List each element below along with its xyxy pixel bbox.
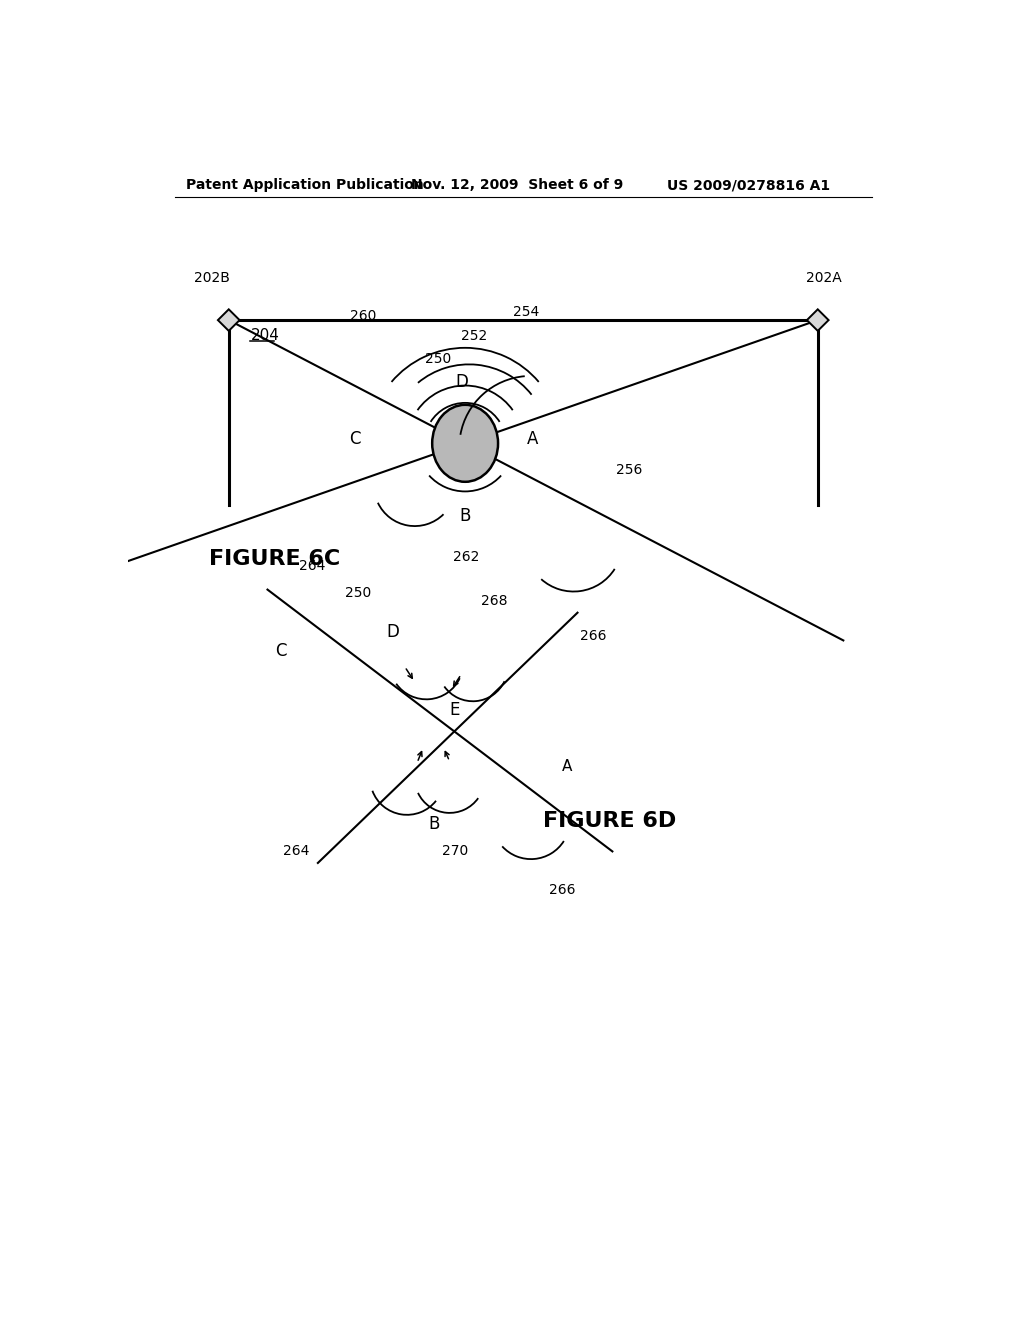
Text: A: A	[562, 759, 572, 775]
Ellipse shape	[432, 405, 498, 482]
Text: 204: 204	[251, 327, 280, 343]
Text: 264: 264	[283, 845, 309, 858]
Text: Patent Application Publication: Patent Application Publication	[186, 178, 424, 193]
Text: 268: 268	[480, 594, 507, 609]
Text: 250: 250	[425, 351, 452, 366]
Text: 252: 252	[461, 329, 487, 342]
Polygon shape	[807, 309, 828, 331]
Text: FIGURE 6C: FIGURE 6C	[209, 549, 341, 569]
Text: 250: 250	[345, 586, 372, 601]
Text: 202A: 202A	[806, 271, 842, 285]
Text: 262: 262	[454, 550, 480, 564]
Text: 270: 270	[442, 845, 468, 858]
Text: E: E	[450, 701, 460, 719]
Text: 202B: 202B	[194, 271, 229, 285]
Text: C: C	[349, 430, 360, 449]
Text: Nov. 12, 2009  Sheet 6 of 9: Nov. 12, 2009 Sheet 6 of 9	[411, 178, 624, 193]
Text: 266: 266	[580, 628, 606, 643]
Text: D: D	[456, 372, 469, 391]
Text: US 2009/0278816 A1: US 2009/0278816 A1	[667, 178, 829, 193]
Text: 256: 256	[616, 463, 643, 478]
Text: A: A	[527, 430, 539, 449]
Text: 266: 266	[549, 883, 575, 896]
Text: C: C	[275, 643, 287, 660]
Text: D: D	[386, 623, 399, 642]
Text: FIGURE 6D: FIGURE 6D	[543, 810, 676, 830]
Text: 254: 254	[513, 305, 540, 319]
Text: 260: 260	[350, 309, 377, 323]
Text: B: B	[459, 507, 470, 525]
Text: 264: 264	[299, 560, 325, 573]
Polygon shape	[218, 309, 240, 331]
Text: B: B	[428, 816, 439, 833]
